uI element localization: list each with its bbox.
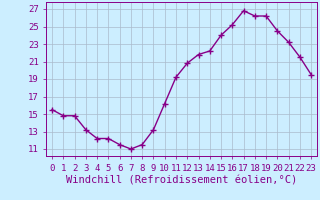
X-axis label: Windchill (Refroidissement éolien,°C): Windchill (Refroidissement éolien,°C) <box>66 175 297 185</box>
